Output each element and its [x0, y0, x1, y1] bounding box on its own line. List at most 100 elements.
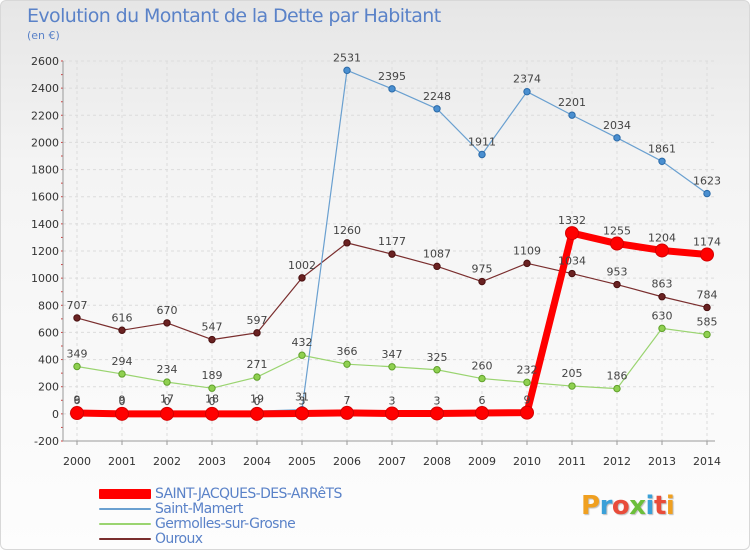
data-label: 1861 [648, 142, 676, 155]
data-point [433, 262, 441, 271]
data-label: 9 [524, 394, 531, 407]
series-2 [73, 324, 711, 393]
y-tick-label: 2400 [31, 82, 59, 95]
data-label: 2374 [513, 73, 541, 86]
data-point [568, 111, 576, 119]
x-tick-label: 2000 [63, 455, 91, 468]
data-label: 2034 [603, 119, 631, 132]
data-point [700, 247, 714, 262]
data-label: 585 [697, 315, 718, 328]
data-point [613, 134, 621, 142]
y-tick-label: 1200 [31, 245, 59, 258]
data-label: 863 [652, 278, 673, 291]
data-label: 3 [299, 394, 306, 407]
data-point [385, 406, 399, 421]
data-point [565, 226, 579, 241]
data-label: 2201 [558, 96, 586, 109]
data-point [478, 277, 486, 286]
data-point [340, 405, 354, 420]
data-point [523, 259, 531, 268]
data-point [298, 274, 306, 282]
data-point [388, 250, 396, 258]
data-label: 366 [337, 345, 358, 358]
legend-label: Ouroux [155, 531, 203, 547]
logo-letter: o [611, 491, 630, 521]
chart-title: Evolution du Montant de la Dette par Hab… [27, 5, 441, 27]
y-tick-label: 0 [52, 408, 59, 421]
data-label: 1174 [693, 236, 721, 249]
logo-letter: t [653, 491, 666, 521]
y-tick-label: -200 [34, 435, 59, 448]
data-point [523, 87, 531, 96]
y-tick-label: 1000 [31, 272, 59, 285]
data-label: 1332 [558, 214, 586, 227]
data-point [520, 405, 534, 420]
data-point [115, 406, 129, 421]
data-point [70, 406, 84, 421]
data-point [118, 370, 126, 378]
data-point [73, 362, 81, 371]
data-label: 18 [205, 392, 219, 405]
data-point [163, 378, 171, 386]
x-tick-label: 2014 [693, 455, 721, 468]
data-label: 325 [427, 351, 448, 364]
data-label: 1109 [513, 244, 541, 257]
x-tick-label: 2004 [243, 455, 271, 468]
data-point [343, 360, 351, 368]
legend-label: Saint-Mamert [155, 501, 243, 517]
y-tick-label: 2600 [31, 55, 59, 68]
legend-swatch [99, 489, 151, 499]
data-label: 1087 [423, 247, 451, 260]
series-0 [70, 226, 714, 421]
y-tick-label: 1400 [31, 218, 59, 231]
data-label: 2531 [333, 51, 361, 64]
data-point [430, 406, 444, 421]
y-tick-label: 800 [38, 299, 59, 312]
data-label: 1911 [468, 136, 496, 149]
x-tick-label: 2012 [603, 455, 631, 468]
data-label: 205 [562, 367, 583, 380]
proxiti-logo: Proxiti [581, 491, 675, 521]
data-label: 1177 [378, 235, 406, 248]
data-point [703, 189, 711, 198]
x-tick-label: 2009 [468, 455, 496, 468]
data-label: 1204 [648, 231, 676, 244]
data-label: 260 [472, 360, 493, 373]
legend-label: Germolles-sur-Grosne [155, 516, 296, 532]
data-point [433, 105, 441, 113]
data-point [388, 85, 396, 93]
y-tick-label: 2200 [31, 109, 59, 122]
data-point [250, 406, 264, 421]
y-tick-label: 1600 [31, 191, 59, 204]
data-label: 271 [247, 358, 268, 371]
x-tick-label: 2010 [513, 455, 541, 468]
data-label: 31 [295, 391, 309, 404]
data-label: 6 [479, 394, 486, 407]
data-point [613, 384, 621, 393]
legend-swatch [99, 538, 151, 540]
data-label: 0 [209, 395, 216, 408]
logo-letter: P [581, 491, 600, 521]
data-label: 547 [202, 321, 223, 334]
x-tick-label: 2011 [558, 455, 586, 468]
data-label: 9 [74, 394, 81, 407]
data-label: 7 [344, 394, 351, 407]
y-tick-label: 600 [38, 326, 59, 339]
y-tick-label: 400 [38, 354, 59, 367]
data-point [160, 406, 174, 421]
data-label: 1260 [333, 224, 361, 237]
data-label: 189 [202, 369, 223, 382]
data-label: 597 [247, 314, 268, 327]
data-point [658, 293, 666, 301]
data-point [658, 157, 666, 165]
data-label: 953 [607, 266, 628, 279]
logo-letter: i [665, 491, 675, 521]
data-point [295, 406, 309, 421]
data-label: 19 [250, 392, 264, 405]
data-point [703, 303, 711, 312]
data-label: 2248 [423, 90, 451, 103]
x-tick-label: 2006 [333, 455, 361, 468]
data-label: 294 [112, 355, 133, 368]
